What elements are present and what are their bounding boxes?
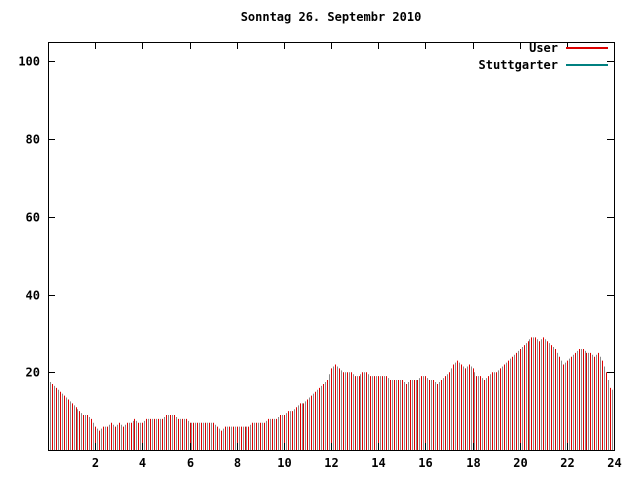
x-tick-label: 4	[139, 456, 146, 470]
x-tick-label: 18	[466, 456, 480, 470]
y-tick-label: 80	[26, 133, 40, 147]
y-tick-label: 100	[18, 55, 40, 69]
legend: User Stuttgarter	[479, 41, 608, 72]
x-tick-label: 10	[277, 456, 291, 470]
legend-line-user	[566, 47, 608, 49]
legend-label-stuttgarter: Stuttgarter	[478, 58, 558, 72]
legend-row-user: User	[479, 41, 608, 55]
x-tick-label: 6	[187, 456, 194, 470]
x-tick-label: 20	[513, 456, 527, 470]
y-tick-label: 40	[26, 289, 40, 303]
x-tick-label: 24	[607, 456, 621, 470]
x-tick-label: 8	[234, 456, 241, 470]
x-tick-label: 2	[92, 456, 99, 470]
y-tick-label: 20	[26, 366, 40, 380]
y-tick-label: 60	[26, 211, 40, 225]
legend-line-stuttgarter	[566, 64, 608, 66]
chart-title: Sonntag 26. Septembr 2010	[240, 10, 422, 24]
legend-label-user: User	[529, 41, 558, 55]
x-tick-label: 16	[418, 456, 432, 470]
x-tick-label: 12	[324, 456, 338, 470]
x-tick-label: 22	[560, 456, 574, 470]
legend-row-stuttgarter: Stuttgarter	[479, 58, 608, 72]
x-tick-label: 14	[371, 456, 385, 470]
